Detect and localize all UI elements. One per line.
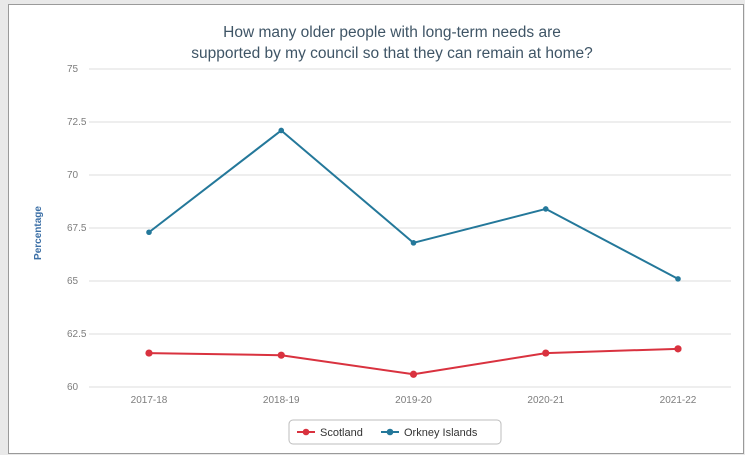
data-point[interactable]	[277, 351, 285, 359]
chart-title: How many older people with long-term nee…	[191, 24, 593, 62]
y-tick-label: 62.5	[67, 329, 87, 340]
legend-item-1[interactable]: Scotland	[297, 427, 363, 439]
data-point[interactable]	[409, 370, 418, 378]
legend-item-2[interactable]: Orkney Islands	[381, 427, 478, 439]
data-point[interactable]	[145, 349, 153, 357]
legend-label: Scotland	[320, 427, 363, 439]
line-chart: How many older people with long-term nee…	[33, 24, 731, 445]
data-point[interactable]	[675, 276, 681, 282]
chart-title-line-2: supported by my council so that they can…	[191, 45, 593, 62]
x-tick-label: 2020-21	[527, 395, 564, 406]
chart-title-line-1: How many older people with long-term nee…	[223, 24, 561, 41]
data-point[interactable]	[278, 127, 285, 134]
data-point[interactable]	[542, 349, 550, 357]
y-tick-label: 75	[67, 64, 79, 75]
series-line-2	[148, 129, 679, 280]
x-tick-label: 2019-20	[395, 395, 432, 406]
y-tick-label: 70	[67, 170, 79, 181]
data-point[interactable]	[542, 206, 549, 212]
data-point[interactable]	[674, 345, 682, 353]
legend[interactable]: Scotland Orkney Islands	[288, 419, 502, 445]
y-axis-ticks: 60 62.5 65 67.5 70 72.5 75	[67, 64, 87, 393]
chart-frame: How many older people with long-term nee…	[8, 4, 744, 454]
x-tick-label: 2018-19	[263, 395, 300, 406]
y-axis-label: Percentage	[33, 206, 44, 260]
data-point[interactable]	[146, 229, 152, 236]
y-tick-label: 67.5	[67, 223, 87, 234]
grid-lines	[89, 68, 731, 388]
x-axis-ticks: 2017-18 2018-19 2019-20 2020-21 2021-22	[131, 395, 697, 406]
y-tick-label: 72.5	[67, 117, 87, 128]
series-group	[145, 127, 682, 378]
series-line-1	[148, 347, 679, 376]
data-point[interactable]	[410, 240, 417, 246]
y-tick-label: 65	[67, 276, 79, 287]
legend-swatch-marker	[386, 428, 394, 436]
legend-label: Orkney Islands	[404, 427, 478, 439]
y-tick-label: 60	[67, 382, 79, 393]
x-tick-label: 2017-18	[131, 395, 168, 406]
x-tick-label: 2021-22	[660, 395, 697, 406]
legend-swatch-marker	[302, 428, 310, 436]
